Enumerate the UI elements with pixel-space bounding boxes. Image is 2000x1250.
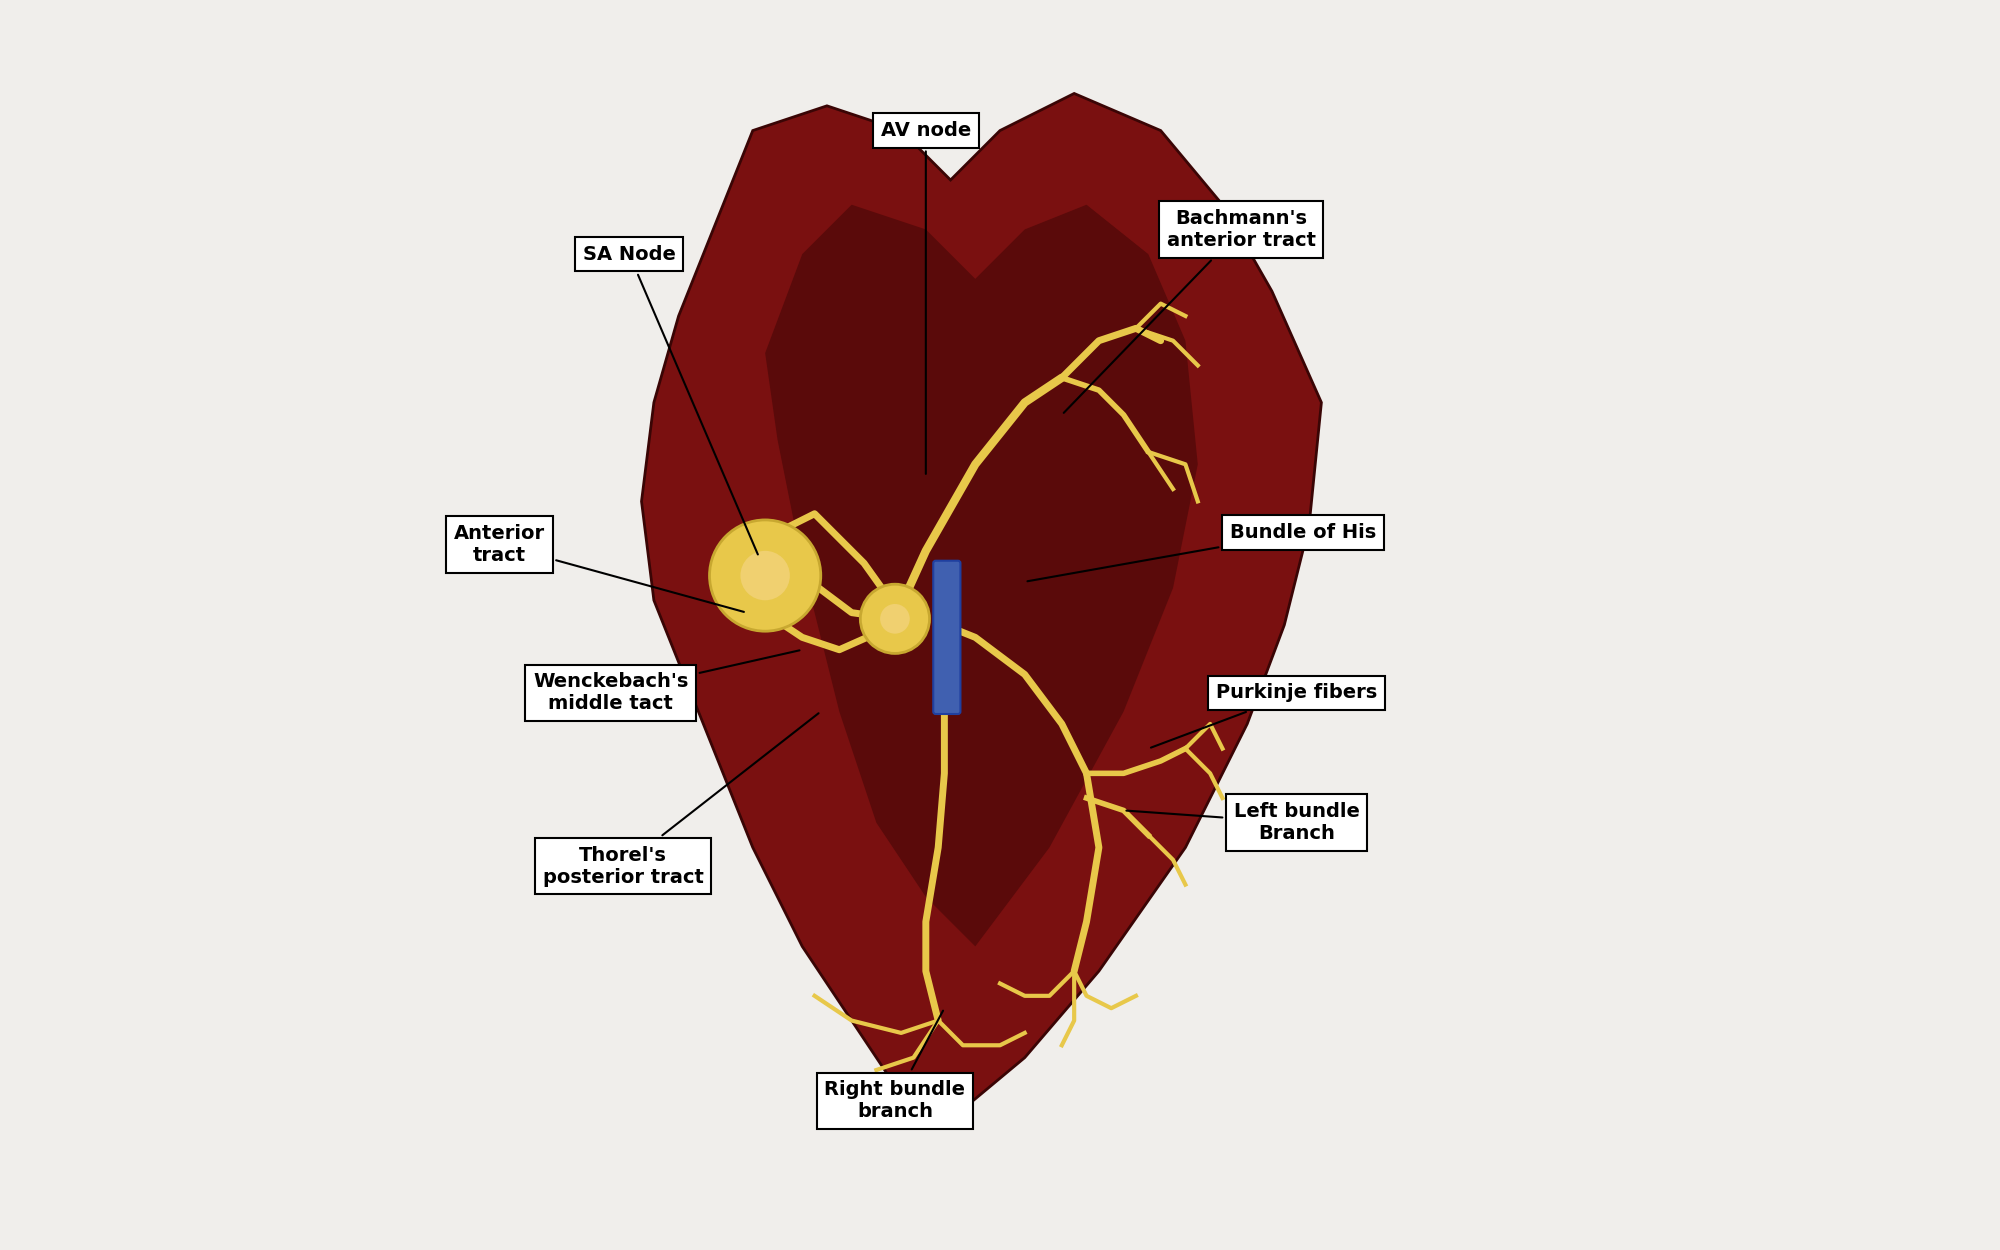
FancyBboxPatch shape	[934, 561, 960, 714]
Text: Bachmann's
anterior tract: Bachmann's anterior tract	[1064, 209, 1316, 412]
Circle shape	[880, 604, 910, 634]
Polygon shape	[642, 94, 1322, 1120]
Text: SA Node: SA Node	[582, 245, 758, 555]
Circle shape	[740, 551, 790, 600]
Text: AV node: AV node	[880, 121, 970, 474]
Text: Thorel's
posterior tract: Thorel's posterior tract	[542, 714, 818, 886]
Text: Right bundle
branch: Right bundle branch	[824, 1011, 966, 1121]
Text: Left bundle
Branch: Left bundle Branch	[1126, 802, 1360, 844]
Text: Wenckebach's
middle tact: Wenckebach's middle tact	[532, 650, 800, 714]
Polygon shape	[766, 205, 1198, 946]
Circle shape	[860, 584, 930, 654]
Circle shape	[710, 520, 820, 631]
Text: Bundle of His: Bundle of His	[1028, 522, 1376, 581]
Text: Purkinje fibers: Purkinje fibers	[1150, 684, 1378, 747]
Text: Anterior
tract: Anterior tract	[454, 524, 744, 612]
